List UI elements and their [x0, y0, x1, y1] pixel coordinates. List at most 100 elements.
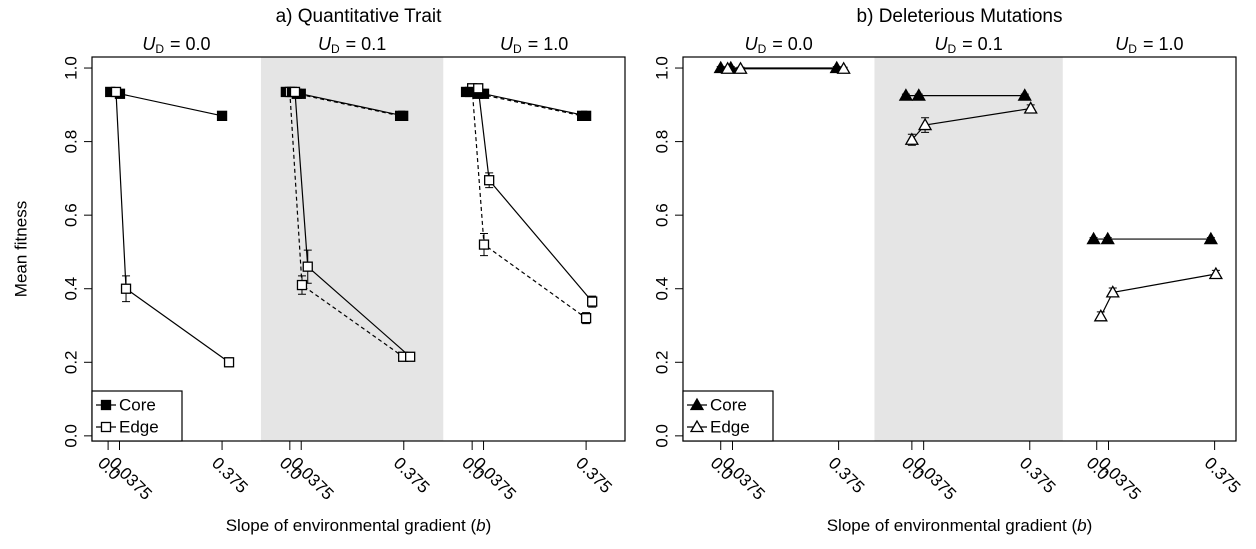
legend-marker — [100, 399, 112, 411]
y-tick-label: 0.6 — [652, 203, 671, 227]
data-point — [898, 88, 914, 101]
x-axis-label-part: Slope of environmental gradient ( — [827, 516, 1078, 535]
legend-label: Core — [710, 395, 747, 414]
data-point — [917, 117, 933, 131]
data-point — [296, 279, 308, 291]
data-point — [223, 357, 235, 368]
data-point — [1086, 231, 1101, 245]
facet-label-subscript: D — [155, 42, 164, 56]
legend-label: Core — [119, 395, 156, 414]
y-tick-label: 0.6 — [61, 203, 80, 227]
x-axis-label-part: b — [1077, 516, 1086, 535]
facet-label-subscript: D — [513, 42, 522, 56]
legend-box — [91, 390, 183, 442]
x-tick-label: 0.375 — [1201, 454, 1245, 498]
legend-marker — [689, 397, 705, 411]
x-tick-label: 0.375 — [825, 454, 869, 498]
facet-shade — [874, 57, 1063, 441]
data-point — [478, 88, 490, 99]
facet-label-subscript: D — [1128, 42, 1137, 56]
legend-label: Edge — [710, 417, 750, 436]
y-tick-label: 1.0 — [652, 56, 671, 80]
data-point — [110, 86, 122, 98]
data-point — [1208, 266, 1223, 280]
series-line — [115, 91, 230, 363]
y-tick-label: 1.0 — [61, 56, 80, 80]
x-axis-label: Slope of environmental gradient (b) — [226, 516, 492, 535]
data-point — [1017, 88, 1032, 101]
facet-label: UD = 0.0 — [142, 34, 210, 56]
series-line — [471, 88, 587, 319]
data-point — [1203, 231, 1218, 245]
y-tick-label: 0.4 — [652, 277, 671, 301]
data-point — [904, 132, 919, 145]
data-point — [911, 88, 926, 101]
facet-label-text: = 0.1 — [962, 34, 1003, 54]
facet-label-text: = 1.0 — [528, 34, 569, 54]
data-point — [405, 351, 416, 362]
data-point — [484, 175, 495, 186]
y-tick-label: 0.2 — [652, 350, 671, 374]
facet-label-text: = 0.0 — [772, 34, 813, 54]
plot-frame — [682, 56, 1237, 442]
series-line — [110, 91, 223, 117]
facet-label-text: = 0.1 — [346, 34, 387, 54]
data-point — [473, 83, 484, 94]
x-axis-label-part: b — [476, 516, 485, 535]
facet-label: UD = 1.0 — [500, 34, 568, 56]
facet-label-symbol: U — [318, 34, 332, 54]
x-axis-label: Slope of environmental gradient (b) — [827, 516, 1093, 535]
legend-marker — [100, 421, 112, 433]
data-point — [720, 61, 735, 74]
y-tick-label: 0.2 — [61, 350, 80, 374]
facet-label-symbol: U — [1115, 34, 1129, 54]
facet-label-subscript: D — [331, 42, 340, 56]
y-tick-label: 0.0 — [652, 424, 671, 448]
data-point — [836, 61, 851, 74]
data-point — [587, 296, 598, 307]
data-point — [289, 86, 301, 98]
facet-label-text: = 0.0 — [170, 34, 211, 54]
data-point — [580, 110, 592, 122]
facet-label-subscript: D — [948, 42, 957, 56]
data-point — [1093, 309, 1108, 322]
legend-marker — [689, 419, 705, 433]
x-tick-label: 0.375 — [208, 454, 252, 498]
chart-title: b) Deleterious Mutations — [857, 6, 1063, 27]
series-line — [477, 88, 593, 302]
facet-label-symbol: U — [935, 34, 949, 54]
y-tick-label: 0.0 — [61, 424, 80, 448]
facet-label-symbol: U — [745, 34, 759, 54]
facet-label-subscript: D — [758, 42, 767, 56]
data-point — [302, 261, 313, 272]
data-point — [120, 283, 132, 294]
legend-label: Edge — [119, 417, 159, 436]
y-tick-label: 0.8 — [61, 130, 80, 154]
facet-label-text: = 1.0 — [1143, 34, 1184, 54]
x-tick-label: 0.375 — [572, 454, 616, 498]
y-tick-label: 0.8 — [652, 130, 671, 154]
x-tick-label: 0.375 — [1016, 454, 1060, 498]
data-point — [733, 61, 748, 74]
facet-label: UD = 0.1 — [318, 34, 386, 56]
facet-label-symbol: U — [500, 34, 514, 54]
data-point — [1023, 101, 1038, 114]
series-line — [289, 91, 404, 358]
x-axis-label-part: ) — [486, 516, 492, 535]
data-point — [478, 239, 490, 250]
x-axis-label-part: Slope of environmental gradient ( — [226, 516, 477, 535]
x-tick-label: 0.375 — [390, 454, 434, 498]
legend-box — [682, 390, 774, 442]
chart-title: a) Quantitative Trait — [276, 6, 443, 27]
data-point — [1105, 285, 1120, 298]
facet-label-symbol: U — [142, 34, 156, 54]
facet-label: UD = 0.1 — [935, 34, 1003, 56]
facet-label: UD = 0.0 — [745, 34, 813, 56]
data-point — [398, 110, 409, 122]
data-point — [580, 312, 592, 324]
x-axis-label-part: ) — [1087, 516, 1093, 535]
facet-shade — [260, 57, 444, 441]
data-point — [1100, 231, 1115, 245]
